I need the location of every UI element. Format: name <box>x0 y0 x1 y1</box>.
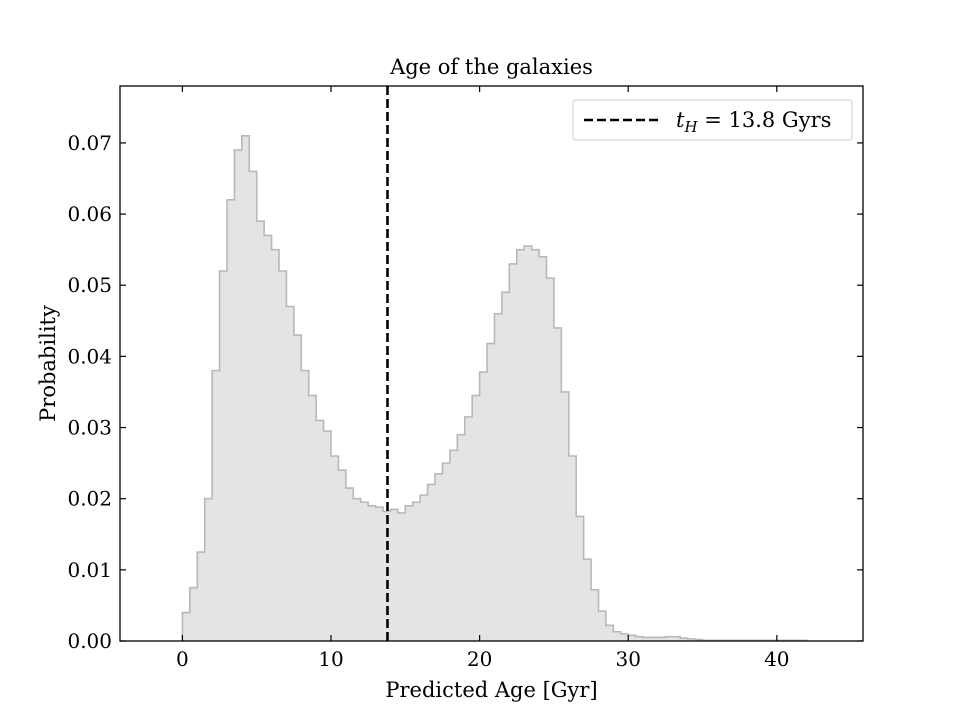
histogram-outline <box>181 135 808 642</box>
histogram-bar <box>657 637 666 641</box>
y-tick-label: 0.06 <box>67 202 112 226</box>
y-tick-label: 0.03 <box>67 416 112 440</box>
histogram-bar <box>509 263 518 641</box>
histogram-bar <box>405 505 414 641</box>
x-tick-label: 30 <box>615 647 640 671</box>
histogram-bar <box>271 249 280 641</box>
x-tick-label: 20 <box>467 647 492 671</box>
histogram-bar <box>264 235 272 642</box>
histogram-bar <box>249 171 258 641</box>
chart-title: Age of the galaxies <box>389 55 593 79</box>
histogram-bar <box>390 509 399 641</box>
legend-box <box>572 99 853 141</box>
histogram-bar <box>494 313 503 641</box>
legend: tH = 13.8 Gyrs <box>572 99 853 141</box>
legend-entry-label: tH = 13.8 Gyrs <box>676 108 831 136</box>
histogram-bar <box>182 612 191 641</box>
histogram-bar <box>412 502 421 641</box>
x-tick-label: 40 <box>764 647 789 671</box>
histogram-bar <box>546 278 555 641</box>
histogram-bar <box>665 636 674 641</box>
histogram-bar <box>524 246 533 641</box>
histogram-bar <box>226 199 235 641</box>
histogram-bar <box>464 416 473 641</box>
histogram-bar <box>620 633 629 641</box>
histogram-bar <box>212 370 220 641</box>
histogram-bar <box>487 343 495 641</box>
histogram-bar <box>189 587 198 641</box>
histogram-bar <box>435 473 443 641</box>
y-tick-label: 0.01 <box>67 558 112 582</box>
histogram-bar <box>568 456 577 641</box>
histogram-bar <box>301 370 310 641</box>
histogram-bar <box>516 249 525 641</box>
histogram-bar <box>234 150 243 642</box>
histogram-bar <box>457 434 466 641</box>
histogram-bar <box>368 505 376 641</box>
histogram-bar <box>323 431 332 641</box>
histogram-layer <box>181 135 808 642</box>
histogram-bar <box>501 292 510 641</box>
histogram-bar <box>286 306 295 641</box>
histogram-bar <box>531 249 540 641</box>
histogram-bar <box>449 450 458 641</box>
histogram-bar <box>576 516 585 641</box>
histogram-bar <box>672 636 681 641</box>
histogram-bar <box>650 637 659 641</box>
histogram-bar <box>553 327 562 641</box>
histogram-bar <box>241 135 250 641</box>
histogram-bar <box>628 635 637 641</box>
histogram-bar <box>279 271 287 641</box>
histogram-bar <box>360 502 369 641</box>
histogram-bar <box>472 395 481 641</box>
histogram-bar <box>219 271 228 641</box>
histogram-bar <box>375 507 384 641</box>
histogram-bar <box>256 221 265 641</box>
y-tick-label: 0.00 <box>67 629 112 653</box>
histogram-bar <box>561 391 570 641</box>
y-axis-label: Probability <box>36 305 60 422</box>
histogram-bar <box>397 512 406 641</box>
histogram-bar <box>420 495 428 641</box>
x-tick-label: 0 <box>176 647 189 671</box>
histogram-bar <box>338 470 347 641</box>
histogram-bar <box>613 631 622 641</box>
histogram-bar <box>442 463 451 641</box>
histogram-bar <box>427 484 436 641</box>
histogram-bar <box>635 636 644 641</box>
histogram-bar <box>643 637 651 641</box>
y-tick-label: 0.02 <box>67 487 112 511</box>
histogram-bar <box>680 638 689 641</box>
histogram-bar <box>539 256 547 641</box>
histogram-bar <box>583 559 592 641</box>
histogram-bar <box>591 589 599 641</box>
histogram-bar <box>331 456 339 641</box>
histogram-bar <box>316 420 324 641</box>
histogram-bar <box>353 498 362 641</box>
plot-frame <box>119 85 864 642</box>
histogram-bar <box>383 511 391 641</box>
y-tick-label: 0.07 <box>67 131 112 155</box>
histogram-bar <box>687 638 696 641</box>
histogram-bar <box>605 625 614 641</box>
y-tick-label: 0.05 <box>67 273 112 297</box>
x-tick-label: 10 <box>318 647 343 671</box>
y-tick-label: 0.04 <box>67 344 112 368</box>
histogram-bar <box>204 498 213 641</box>
ticks-layer: 0 10 20 30 40 0.00 0.01 0.02 0.03 0.04 0.05 0.06 0.0… <box>67 86 863 671</box>
histogram-bar <box>293 335 302 641</box>
x-axis-label: Predicted Age [Gyr] <box>385 678 597 702</box>
histogram-bar <box>598 611 607 641</box>
histogram-bar <box>479 372 488 641</box>
histogram-bar <box>345 488 354 641</box>
histogram-bar <box>197 552 206 641</box>
histogram-bar <box>308 395 317 641</box>
